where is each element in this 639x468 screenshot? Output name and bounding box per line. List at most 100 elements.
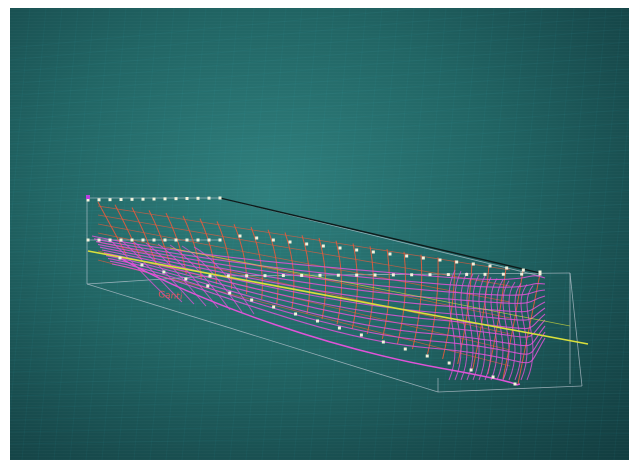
control-point[interactable]	[118, 256, 122, 260]
control-point[interactable]	[513, 382, 517, 386]
control-point[interactable]	[438, 258, 442, 262]
control-point[interactable]	[336, 273, 340, 277]
control-point[interactable]	[338, 246, 342, 250]
control-point[interactable]	[281, 274, 285, 278]
control-point[interactable]	[119, 198, 123, 201]
control-point[interactable]	[226, 274, 230, 278]
control-point[interactable]	[538, 270, 542, 274]
control-point[interactable]	[300, 273, 304, 277]
control-point[interactable]	[410, 273, 414, 277]
grid-line	[149, 8, 191, 460]
grid-line	[373, 8, 415, 460]
control-point[interactable]	[97, 238, 101, 242]
control-point[interactable]	[218, 238, 222, 242]
control-point[interactable]	[207, 238, 211, 242]
control-point[interactable]	[294, 312, 298, 316]
control-point[interactable]	[255, 236, 259, 240]
control-point[interactable]	[206, 284, 210, 288]
control-point[interactable]	[108, 238, 112, 242]
control-point[interactable]	[337, 326, 341, 330]
control-point[interactable]	[250, 298, 254, 302]
control-point[interactable]	[425, 354, 429, 358]
control-point[interactable]	[184, 277, 188, 281]
control-point[interactable]	[305, 242, 309, 246]
bow-section	[181, 245, 243, 313]
control-point[interactable]	[355, 248, 359, 252]
control-point[interactable]	[119, 238, 123, 242]
control-point[interactable]	[421, 256, 425, 260]
control-point[interactable]	[501, 272, 505, 276]
frame-edge	[569, 272, 583, 387]
control-point[interactable]	[141, 238, 145, 242]
control-point[interactable]	[471, 262, 475, 266]
control-point[interactable]	[371, 250, 375, 254]
grid-line	[10, 41, 629, 97]
control-point[interactable]	[207, 196, 211, 200]
control-point[interactable]	[359, 333, 363, 337]
grid-line	[10, 217, 629, 253]
hull-curve	[93, 238, 546, 288]
control-point[interactable]	[388, 252, 392, 256]
grid-line	[10, 406, 629, 421]
control-point[interactable]	[469, 368, 473, 372]
control-point[interactable]	[208, 274, 212, 278]
control-point[interactable]	[152, 238, 156, 242]
control-point[interactable]	[162, 270, 166, 274]
control-point[interactable]	[321, 244, 325, 248]
control-point[interactable]	[140, 263, 144, 267]
control-point[interactable]	[391, 273, 395, 277]
control-point[interactable]	[263, 274, 267, 278]
control-point[interactable]	[381, 340, 385, 344]
control-point[interactable]	[185, 238, 189, 242]
control-point[interactable]	[141, 197, 145, 201]
control-point[interactable]	[465, 272, 469, 276]
control-point[interactable]	[520, 272, 524, 276]
control-point[interactable]	[196, 238, 200, 242]
control-point[interactable]	[238, 234, 242, 238]
grid-line	[453, 8, 495, 460]
cad-viewport[interactable]: Ganti	[10, 8, 629, 460]
control-point[interactable]	[271, 238, 275, 242]
control-point[interactable]	[163, 238, 167, 242]
control-point[interactable]	[355, 273, 359, 277]
control-points[interactable]	[86, 195, 542, 386]
grid-line	[133, 8, 175, 460]
control-point[interactable]	[316, 319, 319, 323]
control-point[interactable]	[272, 305, 276, 309]
control-point[interactable]	[446, 273, 450, 277]
control-point[interactable]	[86, 198, 90, 202]
control-point[interactable]	[130, 238, 134, 242]
stern-section	[502, 280, 510, 381]
control-point[interactable]	[228, 291, 232, 295]
control-point[interactable]	[288, 240, 292, 244]
control-point[interactable]	[185, 197, 189, 200]
control-point[interactable]	[483, 272, 487, 276]
control-point[interactable]	[447, 361, 451, 365]
control-point[interactable]	[174, 238, 178, 242]
control-point[interactable]	[86, 238, 90, 242]
control-point[interactable]	[108, 198, 112, 202]
control-point[interactable]	[163, 197, 167, 201]
hull-wireframe-canvas[interactable]: Ganti	[10, 8, 629, 460]
control-point[interactable]	[405, 254, 409, 258]
grid-line	[10, 325, 629, 349]
control-point[interactable]	[218, 196, 222, 200]
control-point[interactable]	[196, 196, 200, 200]
selected-point[interactable]	[86, 195, 90, 199]
control-point[interactable]	[505, 266, 509, 270]
control-point[interactable]	[455, 260, 459, 264]
control-point[interactable]	[318, 273, 322, 277]
control-point[interactable]	[403, 347, 407, 351]
control-point[interactable]	[245, 274, 249, 278]
control-point[interactable]	[97, 198, 101, 202]
control-point[interactable]	[130, 197, 134, 201]
control-point[interactable]	[521, 268, 525, 272]
hull-curve	[111, 263, 546, 364]
control-point[interactable]	[373, 273, 377, 277]
control-point[interactable]	[152, 197, 156, 201]
control-point[interactable]	[174, 197, 178, 201]
control-point[interactable]	[488, 264, 492, 268]
control-point[interactable]	[491, 375, 495, 379]
control-point[interactable]	[538, 272, 542, 276]
control-point[interactable]	[428, 273, 432, 277]
